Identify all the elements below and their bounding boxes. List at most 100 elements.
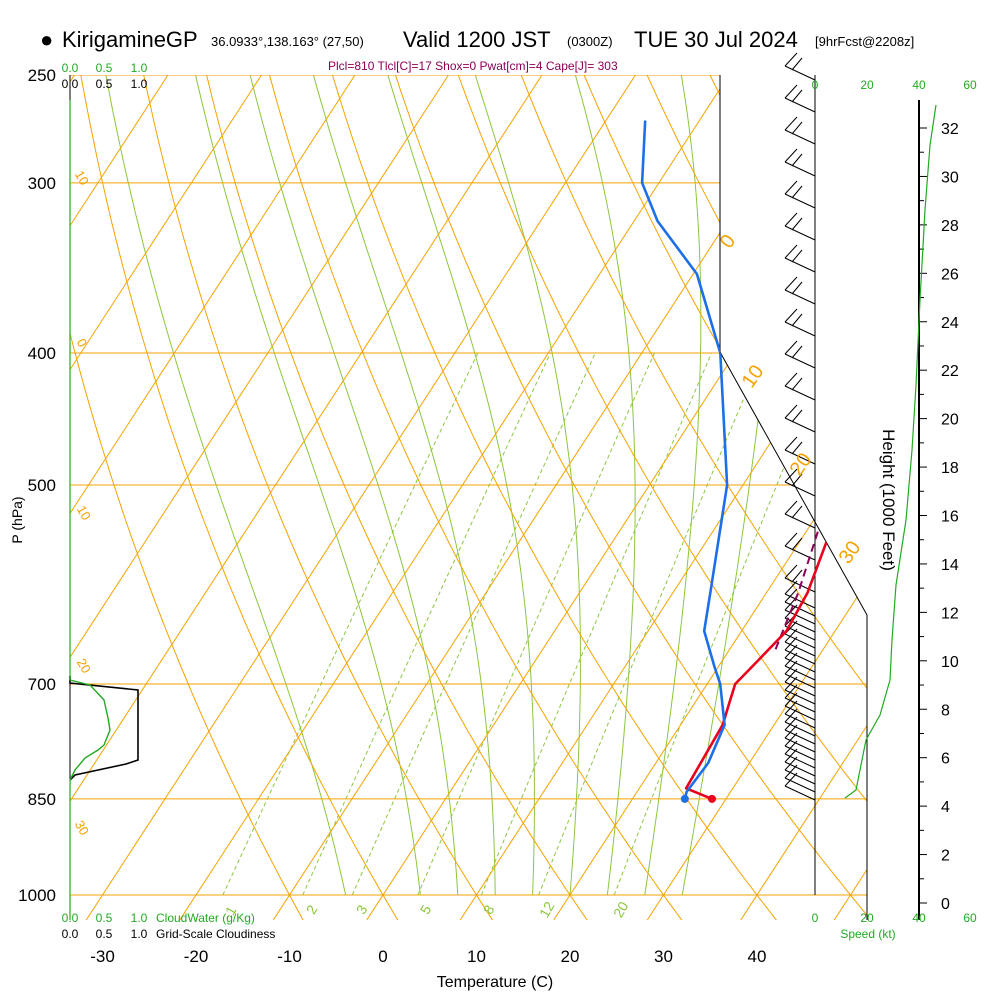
mixing-ratio-line [538, 352, 764, 896]
cloudwater-label: CloudWater (g/Kg) [156, 911, 255, 925]
height-tick-label: 0 [941, 896, 950, 913]
wind-barb-flag [791, 537, 803, 551]
mixing-ratio-label: 12 [536, 899, 558, 921]
height-tick-label: 14 [941, 557, 959, 574]
isotherm [459, 75, 867, 920]
utc-time: (0300Z) [567, 34, 613, 49]
temp-tick-label: -10 [277, 947, 302, 966]
wind-barb-flag [784, 116, 798, 131]
dry-adiabat [324, 75, 780, 920]
temp-tick-label: 20 [561, 947, 580, 966]
wind-barb-flag [784, 636, 798, 651]
temp-tick-label: -20 [184, 947, 209, 966]
isotherm [85, 75, 636, 920]
speed-tick-bottom: 20 [860, 911, 874, 925]
height-tick-label: 28 [941, 218, 959, 235]
speed-label: Speed (kt) [840, 927, 895, 941]
cloudiness-scale-bottom: 0.0 [62, 927, 79, 941]
wind-barb-staff [784, 769, 816, 785]
wind-barb-flag [784, 668, 798, 683]
wind-barb-flag [784, 756, 798, 771]
temp-tick-label: 40 [748, 947, 767, 966]
wind-barb-staff [784, 321, 816, 337]
pressure-tick-label: 1000 [18, 886, 56, 905]
wind-barb-staff [784, 649, 816, 665]
wind-barb-staff [784, 193, 816, 209]
mixing-ratio-line [417, 352, 655, 896]
height-tick-label: 12 [941, 605, 959, 622]
wind-barb-flag [784, 340, 798, 355]
wind-barb-flag [784, 732, 798, 747]
wind-barb-flag [784, 692, 798, 707]
wind-barb-flag [784, 764, 798, 779]
wind-barb-staff [784, 657, 816, 673]
pressure-tick-label: 300 [28, 174, 56, 193]
dry-adiabat-label: 20 [74, 656, 94, 676]
moist-adiabat [105, 75, 347, 896]
moist-adiabat [312, 75, 496, 895]
forecast-info: [9hrFcst@2208z] [815, 34, 915, 49]
station-name: KirigamineGP [62, 27, 198, 52]
cloudiness-scale-top: 0.0 [62, 77, 79, 91]
wind-barb-flag [784, 628, 798, 643]
mixing-ratio-label: 2 [303, 902, 321, 917]
wind-barb-flag [784, 724, 798, 739]
parcel-path [774, 120, 851, 650]
dry-adiabat [387, 75, 867, 920]
isotherm [70, 75, 169, 920]
cloudiness-scale-bottom: 0.5 [96, 927, 113, 941]
isotherm-label: 20 [786, 449, 817, 480]
wind-barb-flag [784, 676, 798, 691]
dry-adiabat [76, 75, 401, 920]
wind-barb-flag [784, 644, 798, 659]
cloud-scale-top: 0.0 [62, 61, 79, 75]
dry-adiabat-label: 30 [72, 818, 92, 838]
temperature-profile [684, 120, 867, 801]
height-tick-label: 2 [941, 848, 950, 865]
temp-tick-label: -30 [90, 947, 115, 966]
moist-adiabat [387, 75, 535, 896]
wind-barb-flag [784, 276, 798, 291]
wind-barb-staff [784, 705, 816, 721]
station-coords: 36.0933°,138.163° (27,50) [211, 34, 364, 49]
wind-barb-flag [791, 217, 803, 231]
wind-barb-staff [784, 761, 816, 777]
cloudiness-profile [69, 676, 139, 781]
wind-barb-staff [784, 129, 816, 145]
temp-tick-label: 30 [654, 947, 673, 966]
wind-barb-flag [784, 244, 798, 259]
height-tick-label: 6 [941, 751, 950, 768]
wind-barb-flag [784, 708, 798, 723]
wind-barb-staff [784, 641, 816, 657]
height-tick-label: 4 [941, 799, 950, 816]
pressure-tick-label: 500 [28, 476, 56, 495]
wind-barb-flag [784, 748, 798, 763]
height-tick-label: 30 [941, 169, 959, 186]
speed-tick-top: 0 [812, 78, 819, 92]
wind-barb-flag [791, 377, 803, 391]
wind-barb-flag [784, 588, 798, 603]
wind-barb-flag [784, 180, 798, 195]
wind-barb-flag [791, 249, 803, 263]
wind-barb-staff [784, 417, 816, 433]
dry-adiabat [822, 75, 867, 920]
mixing-ratio-label: 20 [610, 899, 632, 921]
isotherm [70, 75, 449, 920]
wind-barb-flag [784, 684, 798, 699]
wind-barb-flag [791, 57, 803, 71]
surface-temperature-dot [707, 794, 716, 803]
wind-barb-staff [784, 385, 816, 401]
wind-barb-flag [791, 185, 803, 199]
cloud-scale-top: 1.0 [131, 61, 148, 75]
dry-adiabat [511, 75, 867, 920]
moist-adiabat [195, 75, 421, 896]
speed-tick-top: 40 [912, 78, 926, 92]
height-tick-label: 22 [941, 363, 959, 380]
wind-barb-flag [784, 716, 798, 731]
isotherm [70, 75, 543, 920]
isotherm [70, 75, 262, 920]
wind-barb-flag [784, 652, 798, 667]
dry-adiabat [70, 75, 306, 920]
y-axis-title: P (hPa) [9, 496, 25, 543]
